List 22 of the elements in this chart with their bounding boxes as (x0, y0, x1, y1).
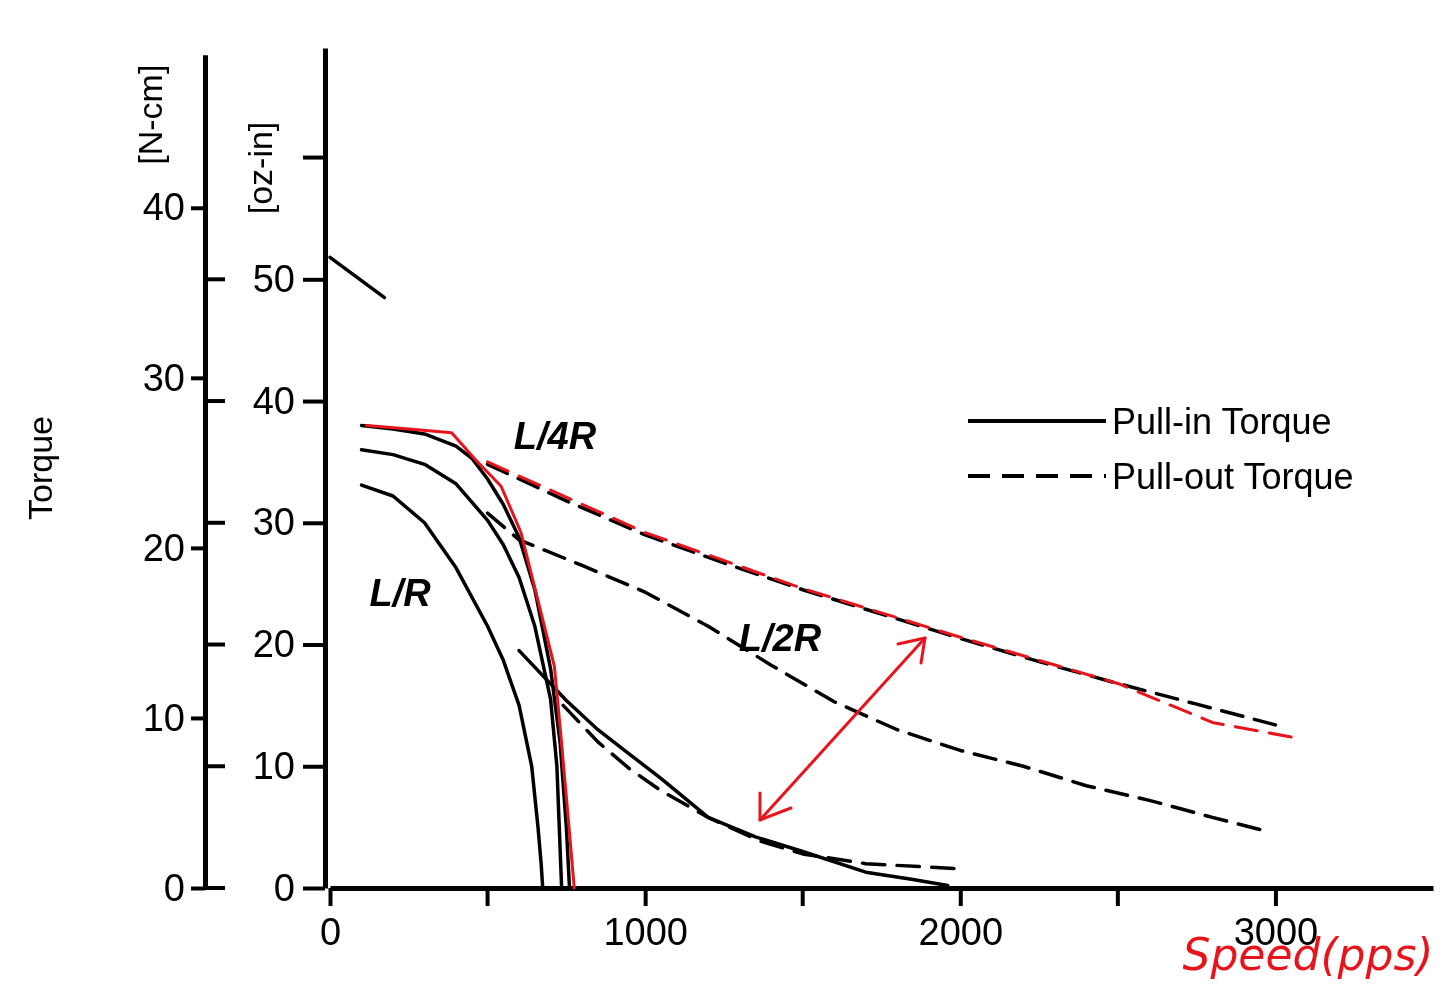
y2-tick-label: 40 (142, 186, 185, 229)
x-tick-label: 0 (319, 910, 342, 953)
y-tick-label: 20 (252, 623, 295, 666)
legend-label: Pull-out Torque (1112, 455, 1354, 497)
y2-tick-label: 30 (142, 356, 185, 399)
y-tick-label: 0 (273, 866, 295, 909)
y-axis-title: [oz-in] (240, 121, 279, 215)
y2-tick-label: 10 (142, 696, 185, 739)
annotation: L/R (369, 572, 432, 615)
text: Torque (20, 416, 59, 520)
y2-tick-label: 0 (163, 866, 185, 909)
y-tick-label: 30 (252, 501, 295, 544)
y-tick-label: 50 (252, 257, 295, 300)
legend-label: Pull-in Torque (1112, 400, 1332, 442)
y2-axis-title: [N-cm] (130, 64, 169, 165)
annotation: L/2R (738, 617, 822, 660)
y-tick-label: 10 (252, 744, 295, 787)
x-tick-label: 1000 (603, 910, 688, 953)
y-tick-label: 40 (252, 379, 295, 422)
annotation: L/4R (513, 415, 597, 458)
x-tick-label: 2000 (918, 910, 1004, 953)
y2-tick-label: 20 (142, 526, 185, 569)
